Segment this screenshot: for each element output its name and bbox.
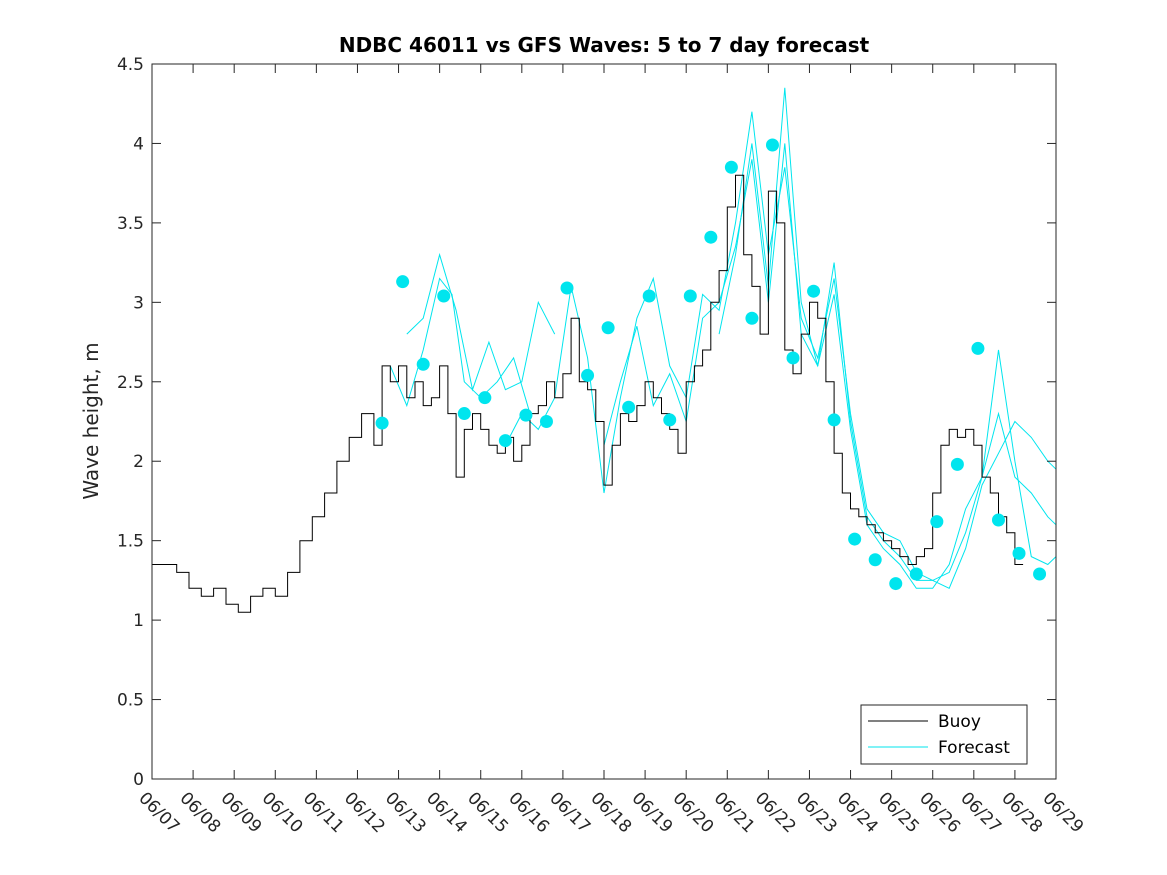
y-tick-label: 3	[133, 293, 144, 313]
forecast-marker	[560, 281, 574, 295]
forecast-marker	[704, 230, 718, 244]
y-tick-label: 1	[133, 611, 144, 631]
forecast-marker	[991, 513, 1005, 527]
y-tick-label: 4.5	[117, 55, 144, 75]
forecast-run-line	[406, 252, 556, 392]
y-tick-label: 3.5	[117, 214, 144, 234]
forecast-marker	[478, 391, 492, 405]
forecast-marker	[663, 413, 677, 427]
forecast-marker	[889, 577, 903, 591]
forecast-run-line	[389, 277, 531, 414]
forecast-marker	[786, 351, 800, 365]
forecast-marker	[868, 553, 882, 567]
y-tick-label: 0	[133, 770, 144, 790]
y-axis-label: Wave height, m	[79, 342, 103, 499]
forecast-marker	[683, 289, 697, 303]
y-tick-label: 0.5	[117, 691, 144, 711]
forecast-run-line	[504, 111, 1057, 589]
forecast-marker	[539, 415, 553, 428]
forecast-marker	[642, 289, 656, 303]
forecast-marker	[1012, 546, 1026, 560]
forecast-marker	[457, 407, 471, 421]
forecast-marker	[909, 567, 923, 581]
forecast-marker	[745, 311, 759, 325]
forecast-marker	[581, 368, 595, 382]
forecast-marker	[950, 457, 964, 471]
chart-title: NDBC 46011 vs GFS Waves: 5 to 7 day fore…	[339, 33, 870, 57]
forecast-marker	[971, 341, 985, 355]
legend-label-buoy: Buoy	[938, 712, 981, 732]
marker-layer	[375, 138, 1047, 591]
forecast-marker	[848, 532, 862, 546]
forecast-marker	[416, 357, 430, 371]
forecast-marker	[396, 275, 410, 289]
forecast-marker	[1033, 567, 1047, 581]
y-tick-label: 4	[133, 134, 144, 154]
forecast-marker	[437, 289, 451, 303]
forecast-marker	[519, 408, 533, 422]
forecast-marker	[930, 515, 944, 529]
forecast-marker	[375, 416, 389, 430]
y-tick-label: 2	[133, 452, 144, 472]
forecast-marker	[622, 400, 636, 414]
forecast-marker	[724, 160, 738, 174]
forecast-marker	[498, 434, 512, 448]
forecast-marker	[765, 138, 779, 152]
forecast-marker	[601, 321, 615, 335]
legend-box	[860, 704, 1028, 765]
legend-label-forecast: Forecast	[938, 738, 1010, 758]
legend: Buoy Forecast	[860, 704, 1028, 765]
forecast-run-line	[603, 143, 1057, 589]
y-tick-label: 2.5	[117, 373, 144, 393]
y-tick-label: 1.5	[117, 532, 144, 552]
forecast-marker	[807, 284, 821, 298]
forecast-marker	[827, 413, 841, 427]
